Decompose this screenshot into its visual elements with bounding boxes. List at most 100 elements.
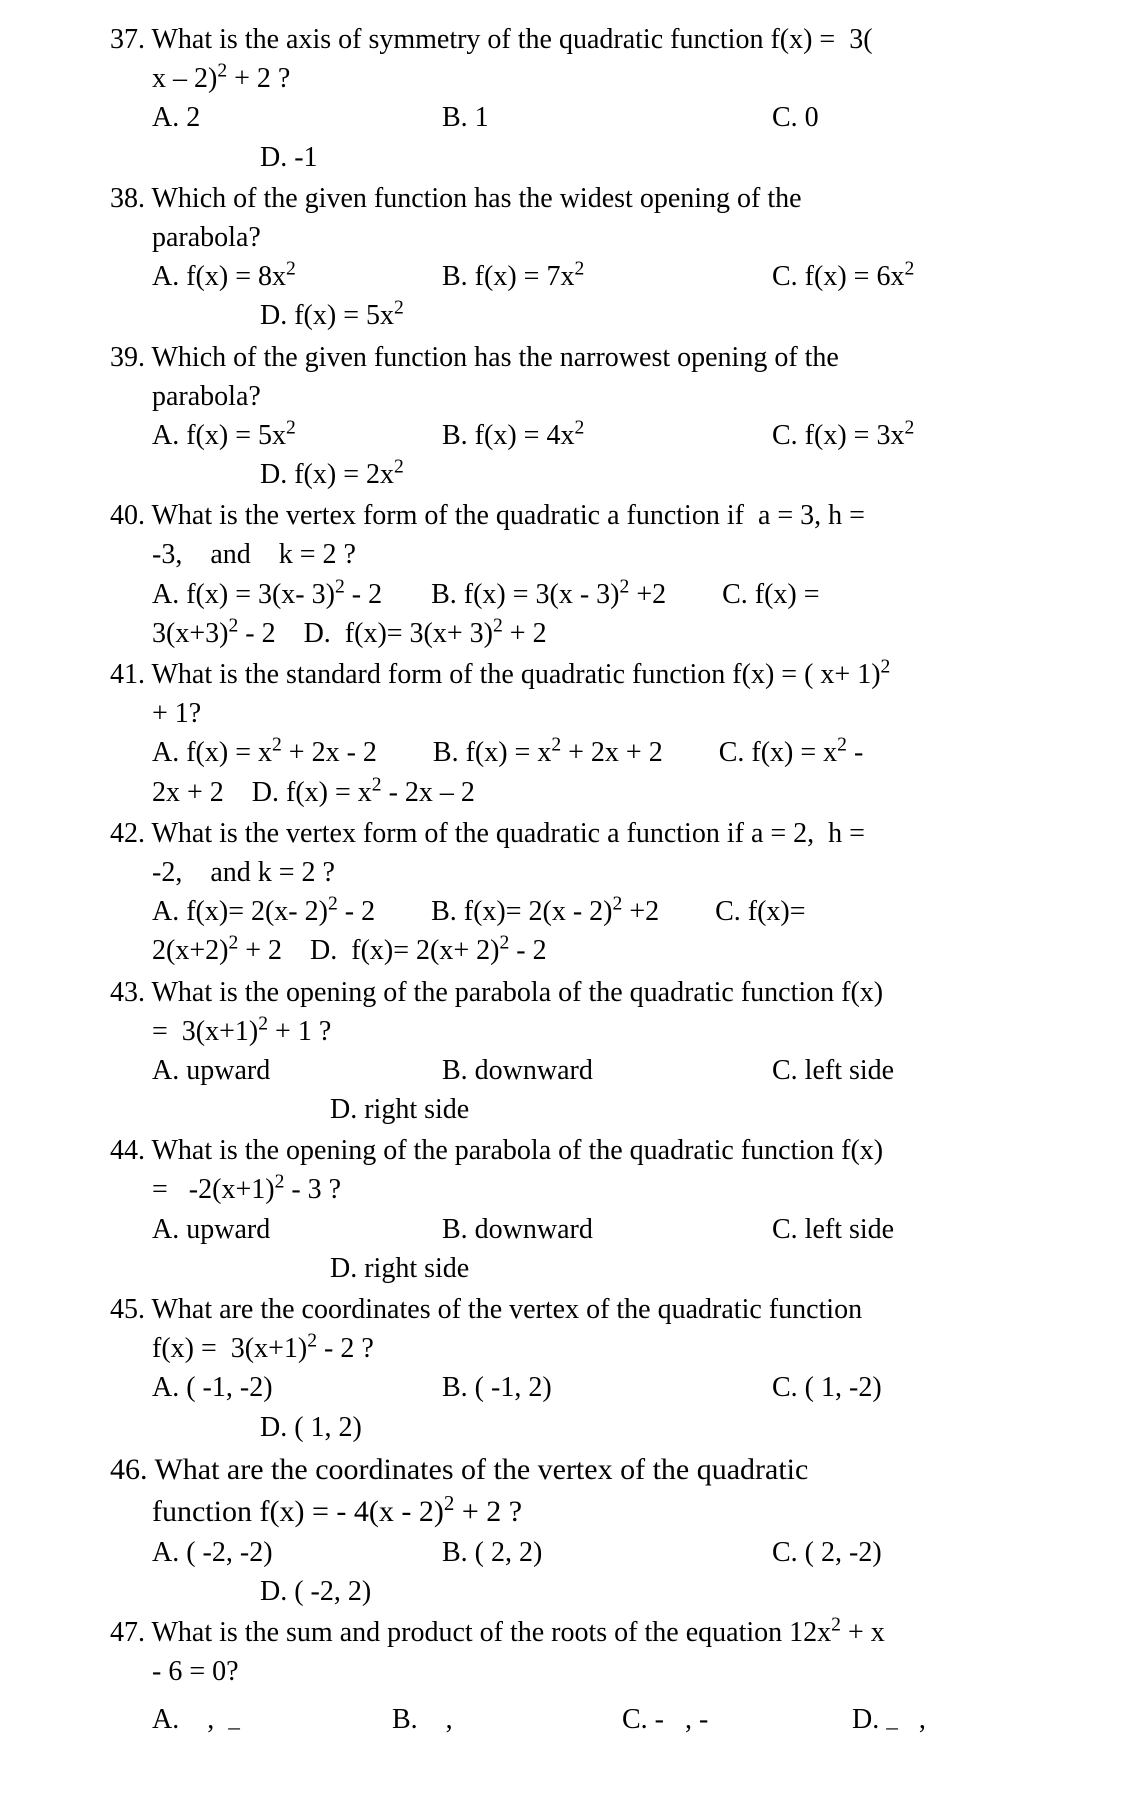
- options-line: A. f(x)= 2(x- 2)2 - 2 B. f(x)= 2(x - 2)2…: [110, 892, 1085, 931]
- question-45: 45. What are the coordinates of the vert…: [110, 1290, 1085, 1447]
- question-line: + 1?: [110, 694, 1085, 733]
- option-a: A. upward: [152, 1051, 442, 1090]
- options-row: A. upward B. downward C. left side: [110, 1051, 1085, 1090]
- option-d: D. right side: [110, 1249, 1085, 1288]
- option-d: D. f(x) = 5x2: [110, 296, 1085, 335]
- question-47: 47. What is the sum and product of the r…: [110, 1613, 1085, 1744]
- question-number: 47.: [110, 1617, 145, 1648]
- question-line: x – 2)2 + 2 ?: [110, 59, 1085, 98]
- question-line: What are the coordinates of the vertex o…: [154, 1453, 808, 1486]
- question-text: 46. What are the coordinates of the vert…: [110, 1449, 1085, 1491]
- question-line: Which of the given function has the wide…: [152, 183, 802, 214]
- question-42: 42. What is the vertex form of the quadr…: [110, 814, 1085, 971]
- option-b: B. downward: [442, 1051, 772, 1090]
- question-text: 40. What is the vertex form of the quadr…: [110, 496, 1085, 535]
- option-b: B. downward: [442, 1210, 772, 1249]
- question-line: What is the sum and product of the roots…: [152, 1617, 885, 1648]
- question-41: 41. What is the standard form of the qua…: [110, 655, 1085, 812]
- option-c: C. left side: [772, 1210, 1002, 1249]
- option-d: D. ( 1, 2): [110, 1408, 1085, 1447]
- option-b: B. 1: [442, 98, 772, 137]
- question-text: 38. Which of the given function has the …: [110, 179, 1085, 218]
- question-number: 39.: [110, 342, 145, 373]
- option-b: B. ( 2, 2): [442, 1533, 772, 1572]
- question-line: -2, and k = 2 ?: [110, 853, 1085, 892]
- question-number: 41.: [110, 659, 145, 690]
- question-text: 41. What is the standard form of the qua…: [110, 655, 1085, 694]
- question-43: 43. What is the opening of the parabola …: [110, 973, 1085, 1130]
- options-row: A. ( -2, -2) B. ( 2, 2) C. ( 2, -2): [110, 1533, 1085, 1572]
- question-text: 43. What is the opening of the parabola …: [110, 973, 1085, 1012]
- options-row: A. , – B. , C. - , - D. – ,: [110, 1700, 1085, 1744]
- options-line: A. f(x) = 3(x- 3)2 - 2 B. f(x) = 3(x - 3…: [110, 575, 1085, 614]
- question-line: What is the standard form of the quadrat…: [152, 659, 891, 690]
- question-line: f(x) = 3(x+1)2 - 2 ?: [110, 1329, 1085, 1368]
- options-row: A. f(x) = 5x2 B. f(x) = 4x2 C. f(x) = 3x…: [110, 416, 1085, 455]
- option-c: C. - , -: [622, 1700, 852, 1744]
- question-line: parabola?: [110, 377, 1085, 416]
- option-a: A. ( -2, -2): [152, 1533, 442, 1572]
- option-b: B. ( -1, 2): [442, 1368, 772, 1407]
- question-line: = -2(x+1)2 - 3 ?: [110, 1170, 1085, 1209]
- option-b: B. f(x) = 7x2: [442, 257, 772, 296]
- question-39: 39. Which of the given function has the …: [110, 338, 1085, 495]
- question-line: What is the opening of the parabola of t…: [152, 1135, 884, 1166]
- option-a: A. f(x) = 8x2: [152, 257, 442, 296]
- option-c: C. ( 1, -2): [772, 1368, 1002, 1407]
- option-d: D. -1: [110, 138, 1085, 177]
- option-a: A. upward: [152, 1210, 442, 1249]
- question-line: What is the vertex form of the quadratic…: [152, 818, 865, 849]
- option-a: A. ( -1, -2): [152, 1368, 442, 1407]
- question-line: = 3(x+1)2 + 1 ?: [110, 1012, 1085, 1051]
- option-b: B. ,: [392, 1700, 622, 1744]
- option-c: C. f(x) = 6x2: [772, 257, 1002, 296]
- question-number: 42.: [110, 818, 145, 849]
- options-row: A. 2 B. 1 C. 0: [110, 98, 1085, 137]
- question-46: 46. What are the coordinates of the vert…: [110, 1449, 1085, 1611]
- question-text: 47. What is the sum and product of the r…: [110, 1613, 1085, 1652]
- option-d: D. f(x) = 2x2: [110, 455, 1085, 494]
- question-text: 44. What is the opening of the parabola …: [110, 1131, 1085, 1170]
- option-d: D. right side: [110, 1090, 1085, 1129]
- question-number: 43.: [110, 977, 145, 1008]
- question-line: - 6 = 0?: [110, 1652, 1085, 1691]
- option-c: C. left side: [772, 1051, 1002, 1090]
- option-c: C. f(x) = 3x2: [772, 416, 1002, 455]
- question-line: What are the coordinates of the vertex o…: [152, 1294, 863, 1325]
- options-row: A. upward B. downward C. left side: [110, 1210, 1085, 1249]
- options-row: A. ( -1, -2) B. ( -1, 2) C. ( 1, -2): [110, 1368, 1085, 1407]
- question-number: 40.: [110, 500, 145, 531]
- question-line: What is the axis of symmetry of the quad…: [152, 24, 873, 55]
- question-number: 44.: [110, 1135, 145, 1166]
- question-number: 45.: [110, 1294, 145, 1325]
- option-c: C. ( 2, -2): [772, 1533, 1002, 1572]
- options-line: 2x + 2 D. f(x) = x2 - 2x – 2: [110, 773, 1085, 812]
- options-line: A. f(x) = x2 + 2x - 2 B. f(x) = x2 + 2x …: [110, 733, 1085, 772]
- question-line: -3, and k = 2 ?: [110, 535, 1085, 574]
- question-number: 46.: [110, 1453, 148, 1486]
- options-row: A. f(x) = 8x2 B. f(x) = 7x2 C. f(x) = 6x…: [110, 257, 1085, 296]
- question-line: What is the opening of the parabola of t…: [152, 977, 884, 1008]
- question-line: Which of the given function has the narr…: [152, 342, 839, 373]
- options-line: 3(x+3)2 - 2 D. f(x)= 3(x+ 3)2 + 2: [110, 614, 1085, 653]
- question-line: parabola?: [110, 218, 1085, 257]
- question-44: 44. What is the opening of the parabola …: [110, 1131, 1085, 1288]
- option-d: D. ( -2, 2): [110, 1572, 1085, 1611]
- option-a: A. , –: [152, 1700, 392, 1744]
- question-37: 37. What is the axis of symmetry of the …: [110, 20, 1085, 177]
- question-number: 38.: [110, 183, 145, 214]
- question-line: What is the vertex form of the quadratic…: [152, 500, 865, 531]
- option-b: B. f(x) = 4x2: [442, 416, 772, 455]
- question-text: 45. What are the coordinates of the vert…: [110, 1290, 1085, 1329]
- question-number: 37.: [110, 24, 145, 55]
- question-text: 42. What is the vertex form of the quadr…: [110, 814, 1085, 853]
- question-text: 39. Which of the given function has the …: [110, 338, 1085, 377]
- option-a: A. f(x) = 5x2: [152, 416, 442, 455]
- option-c: C. 0: [772, 98, 1002, 137]
- question-text: 37. What is the axis of symmetry of the …: [110, 20, 1085, 59]
- question-line: function f(x) = - 4(x - 2)2 + 2 ?: [110, 1491, 1085, 1533]
- options-line: 2(x+2)2 + 2 D. f(x)= 2(x+ 2)2 - 2: [110, 931, 1085, 970]
- question-40: 40. What is the vertex form of the quadr…: [110, 496, 1085, 653]
- option-a: A. 2: [152, 98, 442, 137]
- option-d: D. – ,: [852, 1700, 926, 1744]
